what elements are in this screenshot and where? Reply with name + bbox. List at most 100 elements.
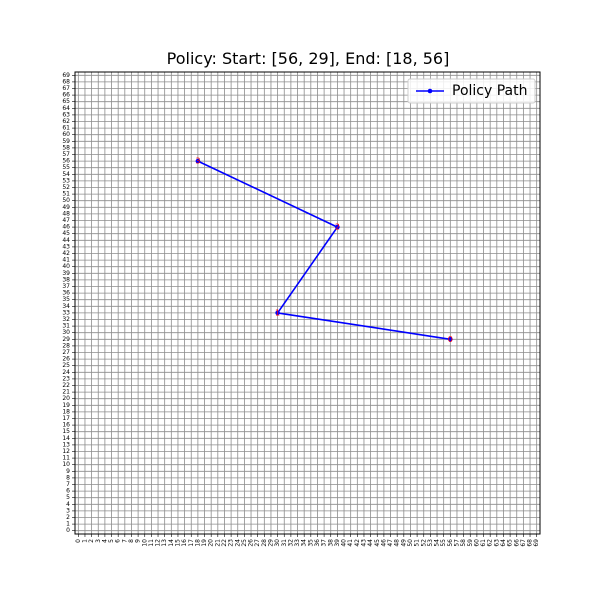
y-tick-label: 17 xyxy=(62,415,70,422)
y-tick-label: 14 xyxy=(62,435,70,442)
y-tick-label: 2 xyxy=(66,514,70,521)
y-tick-label: 62 xyxy=(62,118,70,125)
x-tick-label: 2 xyxy=(88,539,95,543)
y-tick-label: 38 xyxy=(62,276,70,283)
y-tick-label: 44 xyxy=(62,237,70,244)
step-label: 0 xyxy=(448,335,453,344)
y-tick-label: 11 xyxy=(62,455,70,462)
y-tick-label: 59 xyxy=(62,138,70,145)
y-tick-label: 41 xyxy=(62,257,70,264)
x-tick-label: 57 xyxy=(453,539,460,547)
x-tick-label: 9 xyxy=(135,539,142,543)
x-tick-label: 43 xyxy=(360,539,367,547)
y-tick-label: 24 xyxy=(62,369,70,376)
x-tick-label: 16 xyxy=(181,539,188,547)
y-tick-label: 61 xyxy=(62,125,70,132)
y-tick-label: 67 xyxy=(62,85,70,92)
y-tick-label: 30 xyxy=(62,329,70,336)
y-tick-label: 39 xyxy=(62,270,70,277)
series-layer: 0 1 2 3 xyxy=(195,157,453,344)
x-tick-label: 55 xyxy=(440,539,447,547)
y-tick-label: 36 xyxy=(62,290,70,297)
x-tick-label: 10 xyxy=(141,539,148,547)
y-tick-label: 43 xyxy=(62,243,70,250)
x-tick-label: 45 xyxy=(374,539,381,547)
y-tick-label: 64 xyxy=(62,105,70,112)
x-tick-label: 52 xyxy=(420,539,427,547)
x-tick-label: 68 xyxy=(527,539,534,547)
x-tick-label: 59 xyxy=(467,539,474,547)
x-tick-label: 0 xyxy=(75,539,82,543)
y-tick-label: 32 xyxy=(62,316,70,323)
y-tick-label: 13 xyxy=(62,441,70,448)
y-tick-label: 53 xyxy=(62,177,70,184)
x-tick-label: 38 xyxy=(327,539,334,547)
y-tick-label: 65 xyxy=(62,98,70,105)
y-tick-label: 25 xyxy=(62,362,70,369)
y-tick-label: 68 xyxy=(62,78,70,85)
y-tick-label: 16 xyxy=(62,422,70,429)
y-tick-label: 0 xyxy=(66,527,70,534)
y-tick-label: 31 xyxy=(62,323,70,330)
x-tick-label: 46 xyxy=(380,539,387,547)
x-tick-label: 7 xyxy=(121,539,128,543)
x-tick-label: 34 xyxy=(301,539,308,547)
x-tick-label: 20 xyxy=(208,539,215,547)
x-tick-label: 26 xyxy=(248,539,255,547)
y-tick-label: 7 xyxy=(66,481,70,488)
x-tick-label: 3 xyxy=(95,539,102,543)
y-tick-label: 28 xyxy=(62,342,70,349)
x-tick-label: 19 xyxy=(201,539,208,547)
y-tick-label: 45 xyxy=(62,230,70,237)
legend: Policy Path xyxy=(407,78,536,104)
x-tick-label: 37 xyxy=(321,539,328,547)
chart-title: Policy: Start: [56, 29], End: [18, 56] xyxy=(167,49,450,68)
x-tick-label: 13 xyxy=(161,539,168,547)
x-tick-label: 40 xyxy=(341,539,348,547)
x-tick-label: 61 xyxy=(480,539,487,547)
x-tick-label: 12 xyxy=(155,539,162,547)
x-tick-label: 8 xyxy=(128,539,135,543)
policy-path-point xyxy=(448,337,453,342)
x-tick-label: 54 xyxy=(434,539,441,547)
x-tick-label: 14 xyxy=(168,539,175,547)
y-tick-label: 6 xyxy=(66,488,70,495)
y-tick-label: 34 xyxy=(62,303,70,310)
x-tick-label: 36 xyxy=(314,539,321,547)
y-tick-label: 57 xyxy=(62,151,70,158)
y-tick-label: 55 xyxy=(62,164,70,171)
x-tick-label: 33 xyxy=(294,539,301,547)
y-tick-label: 15 xyxy=(62,428,70,435)
x-tick-label: 31 xyxy=(281,539,288,547)
y-tick-label: 47 xyxy=(62,217,70,224)
x-tick-label: 63 xyxy=(493,539,500,547)
y-tick-label: 35 xyxy=(62,296,70,303)
y-tick-label: 58 xyxy=(62,144,70,151)
y-tick-label: 27 xyxy=(62,349,70,356)
y-tick-label: 5 xyxy=(66,494,70,501)
policy-path-line xyxy=(197,160,451,341)
y-tick-label: 42 xyxy=(62,250,70,257)
y-tick-label: 29 xyxy=(62,336,70,343)
x-tick-label: 60 xyxy=(473,539,480,547)
y-tick-label: 60 xyxy=(62,131,70,138)
x-tick-label: 67 xyxy=(520,539,527,547)
x-tick-label: 51 xyxy=(414,539,421,547)
y-tick-label: 63 xyxy=(62,111,70,118)
x-tick-label: 66 xyxy=(513,539,520,547)
x-tick-label: 24 xyxy=(234,539,241,547)
y-tick-label: 49 xyxy=(62,204,70,211)
y-tick-label: 56 xyxy=(62,158,70,165)
x-tick-label: 25 xyxy=(241,539,248,547)
y-tick-label: 48 xyxy=(62,210,70,217)
x-tick-label: 27 xyxy=(254,539,261,547)
y-tick-label: 40 xyxy=(62,263,70,270)
y-tick-label: 21 xyxy=(62,389,70,396)
y-tick-label: 33 xyxy=(62,309,70,316)
y-tick-label: 3 xyxy=(66,507,70,514)
x-tick-label: 50 xyxy=(407,539,414,547)
y-tick-label: 12 xyxy=(62,448,70,455)
x-tick-label: 47 xyxy=(387,539,394,547)
y-tick-label: 69 xyxy=(62,72,70,79)
